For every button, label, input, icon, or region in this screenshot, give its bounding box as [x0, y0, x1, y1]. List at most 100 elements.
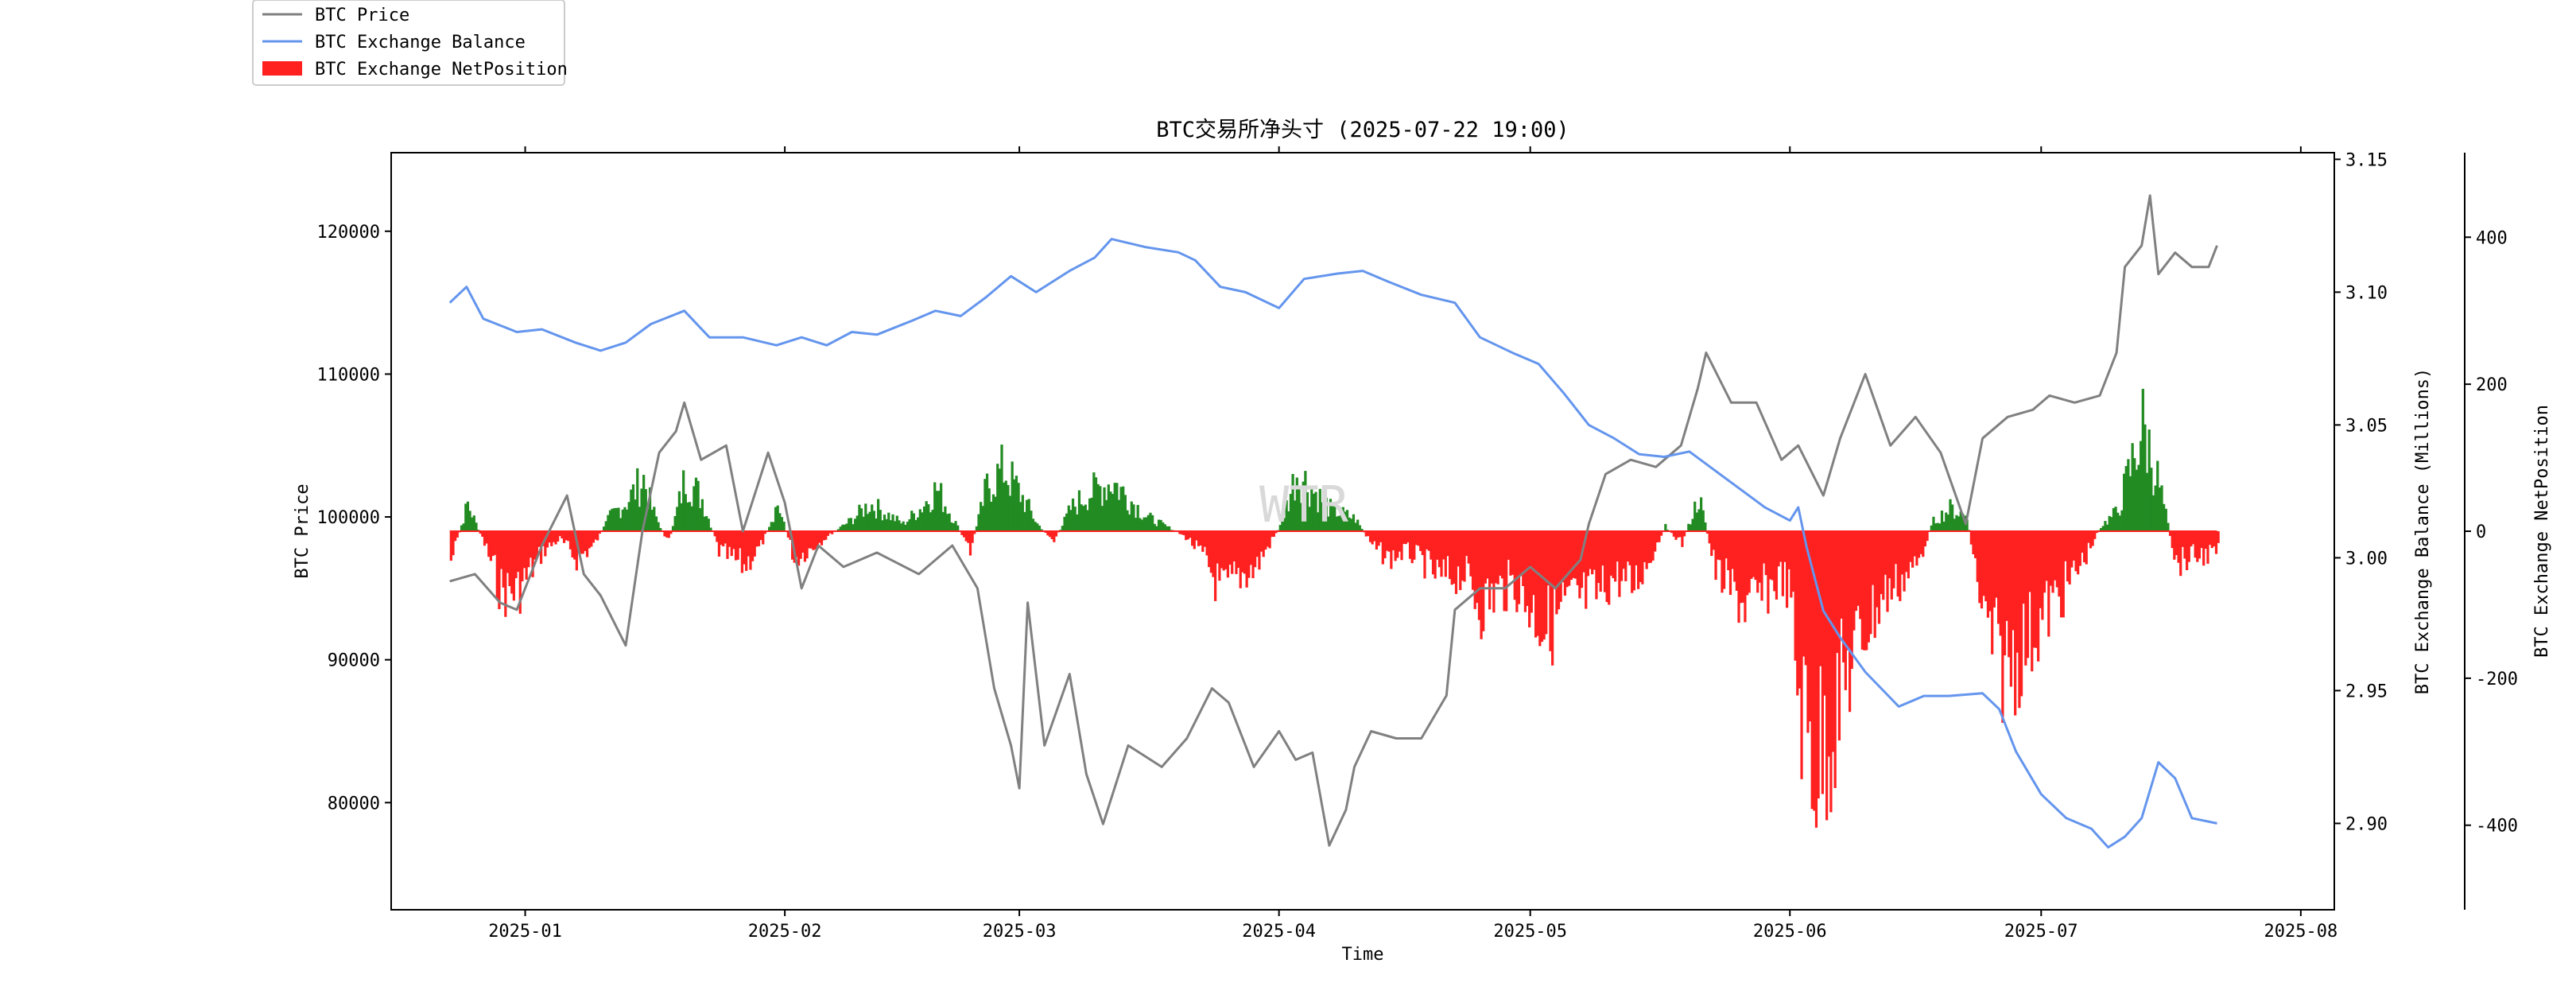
btc-exchange-balance-line — [448, 238, 2217, 849]
netposition-bar — [1021, 495, 1024, 531]
netposition-bar — [2167, 522, 2170, 531]
netposition-bar — [891, 514, 894, 531]
netposition-bar — [1367, 531, 1370, 537]
netposition-bar — [1166, 526, 1169, 531]
netposition-bar — [1011, 461, 1014, 531]
netposition-bar — [1249, 531, 1253, 565]
netposition-bar — [1804, 531, 1807, 666]
netposition-bar — [722, 531, 725, 547]
netposition-bar — [2068, 531, 2071, 584]
netposition-bar — [1641, 531, 1644, 584]
netposition-bar — [699, 507, 702, 531]
netposition-bar — [703, 516, 706, 531]
x-tick-label: 2025-08 — [2264, 922, 2338, 942]
netposition-bar — [1404, 531, 1407, 545]
netposition-bar — [1327, 516, 1330, 531]
netposition-bar — [1899, 531, 1902, 601]
netposition-bar — [862, 516, 865, 531]
netposition-bar — [554, 531, 557, 545]
netposition-bar — [1771, 531, 1774, 581]
netposition-bar — [776, 505, 779, 531]
netposition-bar — [1536, 531, 1539, 636]
netposition-bar — [677, 491, 681, 531]
netposition-bar — [494, 531, 497, 555]
netposition-bar — [759, 531, 762, 541]
netposition-bar — [2047, 531, 2050, 637]
netposition-bar — [2179, 531, 2182, 577]
netposition-bar — [558, 531, 561, 537]
netposition-bar — [2101, 526, 2105, 531]
netposition-bar — [2173, 531, 2176, 560]
netposition-bar — [925, 501, 928, 531]
x-tick-label: 2025-07 — [2004, 922, 2078, 942]
netposition-bar — [1354, 522, 1357, 531]
netposition-bar — [588, 531, 591, 549]
netposition-bar — [545, 531, 549, 548]
netposition-bar — [1178, 531, 1181, 534]
y-right2-tick-label: 200 — [2476, 375, 2508, 395]
netposition-bar — [845, 523, 848, 531]
netposition-bar — [2177, 531, 2180, 563]
netposition-bar — [1727, 531, 1730, 571]
netposition-bar — [1825, 531, 1829, 821]
netposition-bar — [1748, 531, 1751, 593]
netposition-bar — [1027, 499, 1030, 531]
netposition-bar — [1551, 531, 1554, 666]
netposition-bar — [1655, 531, 1658, 543]
netposition-bar — [2210, 531, 2213, 549]
netposition-bar — [673, 515, 677, 531]
netposition-bar — [1044, 531, 1047, 534]
netposition-bar — [636, 468, 639, 531]
netposition-bar — [1829, 531, 1833, 813]
netposition-bar — [1999, 531, 2002, 636]
netposition-bar — [2194, 531, 2197, 558]
netposition-bar — [1982, 531, 1985, 596]
netposition-bar — [2035, 531, 2038, 648]
legend-label-netposition: BTC Exchange NetPosition — [315, 60, 568, 80]
y-axis-label-price: BTC Price — [293, 484, 312, 578]
netposition-bar — [906, 522, 910, 531]
netposition-bar — [680, 503, 683, 531]
y-right2-tick-label: 0 — [2476, 522, 2486, 542]
netposition-bar — [879, 510, 882, 531]
netposition-bar — [562, 531, 566, 543]
netposition-bar — [1934, 523, 1938, 531]
netposition-bar — [1974, 531, 1977, 558]
netposition-bar — [2104, 521, 2107, 531]
netposition-bar — [887, 512, 890, 531]
netposition-bar — [1996, 531, 2000, 624]
netposition-bar — [1763, 531, 1766, 564]
netposition-bar — [1775, 531, 1779, 600]
netposition-bar — [1750, 531, 1753, 579]
netposition-bar — [1608, 531, 1611, 605]
netposition-bar — [1340, 515, 1343, 531]
netposition-bar — [1840, 531, 1843, 619]
netposition-bar — [584, 531, 587, 551]
netposition-bar — [1821, 531, 1824, 794]
netposition-bar — [487, 531, 491, 557]
netposition-bar — [1781, 531, 1784, 596]
netposition-bar — [782, 522, 786, 531]
netposition-bar — [1810, 531, 1814, 810]
netposition-bar — [1287, 511, 1290, 531]
netposition-bar — [1890, 531, 1893, 600]
netposition-bar — [964, 531, 968, 542]
netposition-bar — [1622, 531, 1625, 569]
netposition-bar — [994, 496, 997, 531]
y-left-tick-label: 100000 — [317, 508, 380, 528]
y-left-tick-label: 110000 — [317, 365, 380, 385]
netposition-bar — [499, 531, 503, 569]
netposition-bar — [743, 531, 746, 565]
netposition-bar — [1312, 493, 1316, 531]
netposition-bar — [973, 531, 976, 534]
netposition-bar — [471, 517, 474, 531]
netposition-bar — [1942, 521, 1946, 531]
netposition-bar — [1678, 531, 1682, 538]
netposition-bar — [663, 531, 666, 537]
x-tick-label: 2025-01 — [488, 922, 562, 942]
netposition-bar — [623, 507, 627, 531]
netposition-bar — [1191, 531, 1194, 546]
netposition-bar — [1423, 531, 1426, 579]
netposition-bar — [2137, 464, 2140, 531]
